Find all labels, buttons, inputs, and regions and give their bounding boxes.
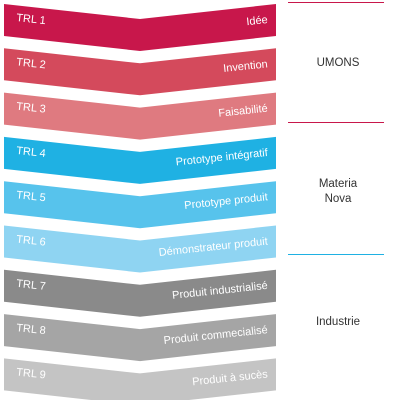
trl-level-code: TRL 9 — [16, 366, 47, 381]
divider-umons-materia — [288, 122, 384, 123]
trl-chevron-shape — [4, 225, 276, 273]
trl-level-code: TRL 5 — [16, 189, 47, 204]
trl-chevron-shape — [4, 314, 276, 362]
trl-chevron-shape — [4, 181, 276, 229]
trl-chevron-shape — [4, 92, 276, 140]
org-umons-label: UMONS — [316, 57, 360, 69]
trl-level-3: TRL 3 Faisabilité — [4, 92, 276, 140]
trl-chevron-shape — [4, 358, 276, 405]
org-umons: UMONS — [288, 56, 388, 71]
trl-level-6: TRL 6 Démonstrateur produit — [4, 225, 276, 273]
divider-materia-industrie — [288, 254, 384, 255]
trl-level-1: TRL 1 Idée — [4, 4, 276, 51]
trl-level-code: TRL 2 — [16, 56, 47, 71]
trl-level-8: TRL 8 Produit commecialisé — [4, 314, 276, 362]
org-industrie-label: Industrie — [315, 316, 361, 328]
trl-level-4: TRL 4 Prototype intégratif — [4, 136, 276, 184]
org-materia-line1: Materia — [318, 178, 358, 190]
org-materia-nova: Materia Nova — [288, 177, 388, 207]
trl-chevron-shape — [4, 136, 276, 184]
org-materia-line2: Nova — [324, 193, 352, 205]
trl-level-code: TRL 6 — [16, 234, 47, 249]
trl-level-code: TRL 3 — [16, 101, 47, 116]
divider-top — [288, 2, 384, 3]
trl-level-5: TRL 5 Prototype produit — [4, 181, 276, 229]
trl-level-label: Invention — [223, 58, 269, 75]
trl-chevron-shape — [4, 4, 276, 51]
trl-chevron-shape — [4, 48, 276, 96]
trl-level-code: TRL 1 — [16, 12, 47, 27]
trl-chevron-shape — [4, 269, 276, 317]
org-industrie: Industrie — [288, 315, 388, 330]
trl-level-7: TRL 7 Produit industrialisé — [4, 269, 276, 317]
trl-level-label: Idée — [246, 14, 269, 28]
trl-level-2: TRL 2 Invention — [4, 48, 276, 96]
trl-level-code: TRL 8 — [16, 322, 47, 337]
trl-level-9: TRL 9 Produit à sucès — [4, 358, 276, 405]
trl-level-code: TRL 4 — [16, 145, 47, 160]
trl-level-label: Faisabilité — [218, 103, 269, 120]
trl-level-code: TRL 7 — [16, 278, 47, 293]
